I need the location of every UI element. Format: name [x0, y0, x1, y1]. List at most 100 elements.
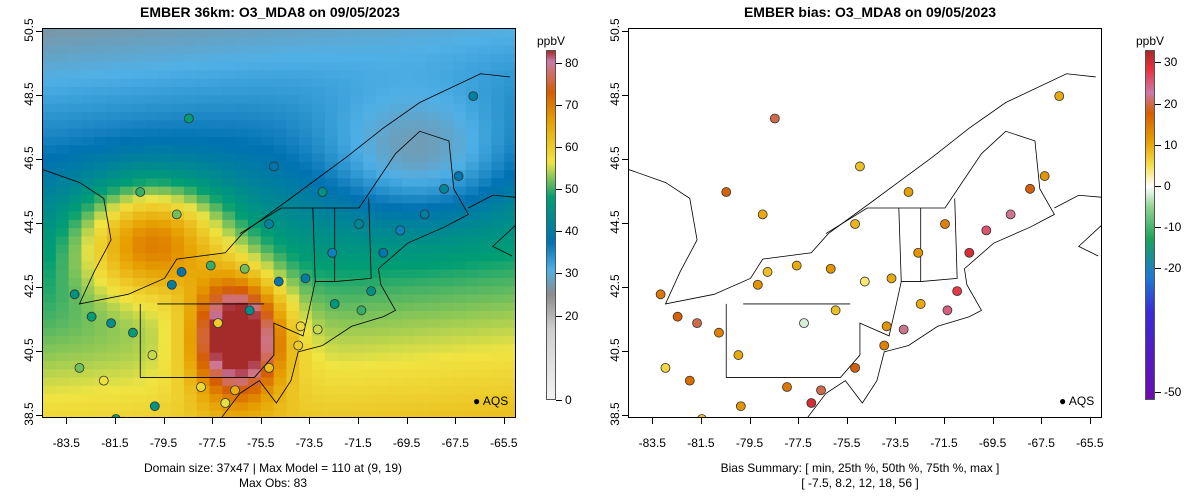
model-grid-cell	[491, 402, 505, 412]
model-grid-cell	[94, 136, 108, 146]
model-grid-cell	[196, 410, 211, 417]
model-grid-cell	[504, 170, 515, 179]
model-grid-cell	[81, 153, 95, 163]
model-grid-cell	[209, 186, 223, 196]
model-grid-cell	[81, 62, 95, 71]
model-grid-cell	[132, 78, 146, 88]
model-grid-cell	[55, 253, 70, 262]
left-colorbar-tick-mark	[556, 231, 562, 233]
model-grid-cell	[81, 161, 95, 171]
model-grid-cell	[299, 253, 313, 262]
right-x-tick-label: -83.5	[638, 436, 666, 450]
model-grid-cell	[414, 70, 428, 80]
model-grid-cell	[401, 70, 416, 80]
model-grid-cell	[440, 311, 454, 320]
model-grid-cell	[478, 402, 492, 412]
model-grid-cell	[222, 410, 236, 417]
model-grid-cell	[478, 261, 492, 271]
model-grid-cell	[504, 62, 515, 71]
model-grid-cell	[312, 211, 326, 221]
model-grid-cell	[286, 319, 300, 329]
model-grid-cell	[209, 277, 223, 287]
model-grid-cell	[478, 253, 492, 262]
model-grid-cell	[209, 369, 223, 379]
right-colorbar-tick-mark	[1155, 103, 1161, 105]
model-grid-cell	[158, 70, 172, 80]
model-grid-cell	[43, 352, 57, 362]
model-grid-cell	[94, 161, 108, 171]
model-grid-cell	[504, 269, 515, 279]
model-grid-cell	[401, 369, 416, 379]
model-grid-cell	[81, 360, 95, 370]
model-grid-cell	[504, 178, 515, 188]
model-grid-cell	[158, 319, 172, 329]
model-grid-cell	[376, 385, 390, 395]
left-y-tick-label: 46.5	[22, 146, 36, 170]
model-grid-cell	[235, 219, 249, 229]
station-marker	[697, 414, 707, 417]
model-grid-cell	[350, 269, 364, 279]
model-grid-cell	[196, 319, 211, 329]
model-grid-cell	[68, 219, 82, 229]
model-grid-cell	[81, 261, 95, 271]
model-grid-cell	[504, 87, 515, 96]
right-colorbar-tick-label: -20	[1164, 261, 1182, 276]
model-grid-cell	[81, 228, 95, 237]
model-grid-cell	[363, 136, 377, 146]
model-grid-cell	[478, 45, 492, 55]
model-grid-cell	[350, 369, 364, 379]
model-grid-cell	[171, 277, 185, 287]
model-grid-cell	[337, 103, 351, 113]
model-grid-cell	[247, 253, 262, 262]
model-grid-cell	[247, 211, 262, 221]
model-grid-cell	[222, 29, 236, 38]
model-grid-cell	[312, 95, 326, 105]
model-grid-cell	[171, 377, 185, 387]
model-grid-cell	[452, 244, 467, 254]
model-grid-cell	[491, 78, 505, 88]
model-grid-cell	[376, 161, 390, 171]
model-grid-cell	[171, 53, 185, 63]
model-grid-cell	[94, 170, 108, 179]
model-grid-cell	[94, 128, 108, 138]
model-grid-cell	[452, 145, 467, 154]
model-grid-cell	[401, 253, 416, 262]
model-grid-cell	[171, 95, 185, 105]
station-marker	[196, 382, 206, 392]
model-grid-cell	[491, 95, 505, 105]
model-grid-cell	[440, 360, 454, 370]
model-grid-cell	[222, 203, 236, 213]
station-marker	[135, 187, 146, 197]
right-y-tick-label: 48.5	[608, 82, 622, 106]
model-grid-cell	[158, 352, 172, 362]
model-grid-cell	[68, 95, 82, 105]
model-grid-cell	[324, 145, 339, 154]
model-grid-cell	[235, 78, 249, 88]
station-marker	[735, 401, 746, 412]
model-grid-cell	[376, 87, 390, 96]
model-grid-cell	[465, 103, 480, 113]
model-grid-cell	[452, 311, 467, 320]
station-marker	[684, 375, 695, 386]
right-x-tick-label: -67.5	[1027, 436, 1055, 450]
model-grid-cell	[286, 385, 300, 395]
model-grid-cell	[183, 228, 198, 237]
station-marker	[312, 324, 323, 335]
model-grid-cell	[145, 37, 159, 47]
model-grid-cell	[260, 228, 275, 237]
model-grid-cell	[388, 53, 403, 63]
model-grid-cell	[376, 170, 390, 179]
model-grid-cell	[235, 286, 249, 296]
right-x-tick-mark	[652, 418, 654, 424]
model-grid-cell	[337, 394, 351, 403]
model-grid-cell	[43, 87, 57, 96]
model-grid-cell	[324, 87, 339, 96]
model-grid-cell	[478, 186, 492, 196]
model-grid-cell	[132, 360, 146, 370]
model-grid-cell	[247, 360, 262, 370]
model-grid-cell	[273, 161, 287, 171]
model-grid-cell	[478, 302, 492, 312]
model-grid-cell	[119, 178, 134, 188]
model-grid-cell	[209, 402, 223, 412]
model-grid-cell	[491, 394, 505, 403]
